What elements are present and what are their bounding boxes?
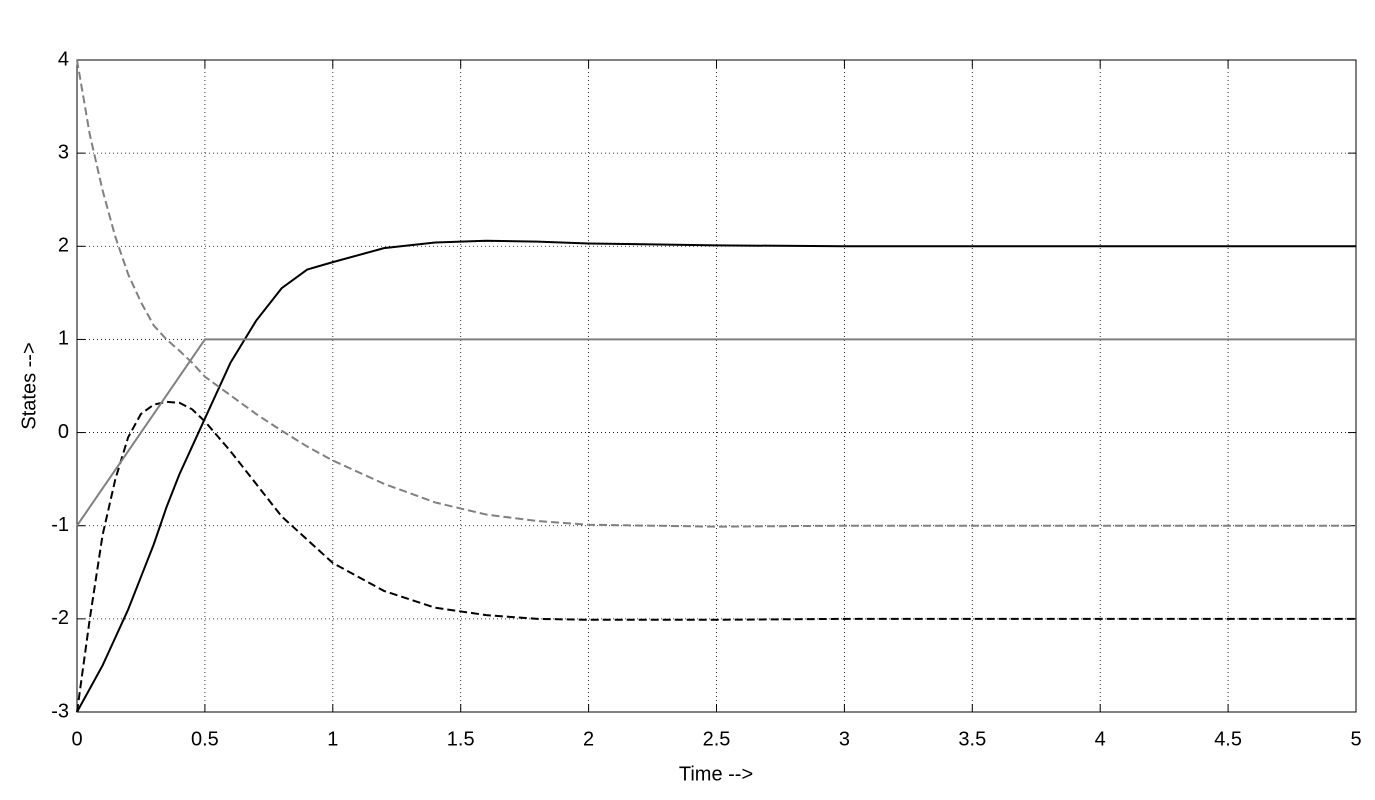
x-tick-label: 2.5: [703, 728, 731, 750]
y-tick-label: 4: [58, 48, 69, 70]
x-tick-label: 4.5: [1214, 728, 1242, 750]
x-axis-label: Time -->: [679, 763, 753, 785]
x-tick-label: 0.5: [191, 728, 219, 750]
y-tick-label: 0: [58, 421, 69, 443]
y-axis-label: States -->: [18, 342, 40, 429]
x-tick-label: 3: [839, 728, 850, 750]
series-line: [76, 59, 1356, 528]
series-line: [76, 239, 1356, 713]
x-tick-label: 2: [583, 728, 594, 750]
y-tick-label: 3: [58, 141, 69, 163]
x-tick-label: 0: [71, 728, 82, 750]
y-tick-label: -3: [51, 700, 69, 722]
x-tick-label: 3.5: [958, 728, 986, 750]
x-tick-label: 1: [327, 728, 338, 750]
series-line: [76, 338, 1356, 527]
series-line: [76, 400, 1356, 713]
x-tick-label: 1.5: [447, 728, 475, 750]
y-tick-label: 1: [58, 328, 69, 350]
x-tick-label: 5: [1350, 728, 1361, 750]
plot-frame: [76, 59, 1357, 713]
y-tick-label: -1: [51, 514, 69, 536]
y-tick-label: -2: [51, 607, 69, 629]
x-tick-label: 4: [1095, 728, 1106, 750]
y-tick-label: 2: [58, 235, 69, 257]
